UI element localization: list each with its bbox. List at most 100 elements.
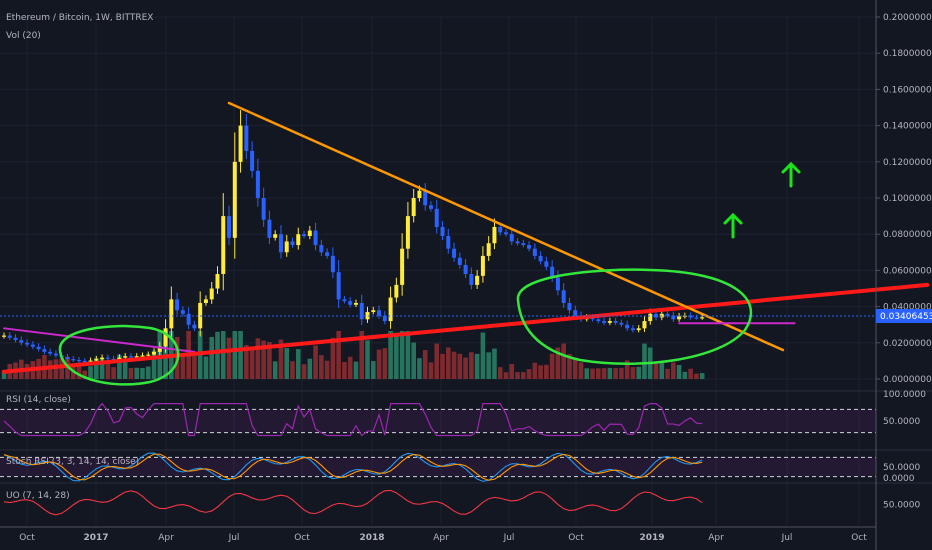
y-tick-label: 0.04000000: [883, 303, 932, 313]
volume-bar: [365, 340, 370, 379]
candle-body: [527, 245, 532, 249]
volume-bar: [399, 331, 405, 379]
stoch-tick-label-low: 0.0000: [883, 474, 915, 484]
candle-body: [561, 290, 566, 303]
candle-body: [567, 302, 572, 311]
volume-bar: [319, 355, 324, 379]
candle-body: [111, 358, 116, 360]
candle-body: [636, 328, 641, 331]
volume-bar: [370, 361, 376, 379]
candle-body: [521, 243, 526, 246]
candle-body: [319, 245, 324, 253]
candle-body: [503, 232, 508, 235]
volume-bar: [394, 332, 399, 379]
volume-bar: [440, 353, 445, 379]
candle-body: [492, 226, 497, 244]
candle-body: [648, 313, 653, 322]
volume-bar: [203, 356, 209, 379]
volume-bar: [232, 331, 238, 379]
highlight-circle-left: [58, 324, 180, 386]
candle-body: [71, 359, 76, 361]
volume-bar: [405, 331, 411, 379]
rsi-label: RSI (14, close): [6, 395, 71, 405]
candle-body: [186, 313, 191, 325]
chart-title: Ethereum / Bitcoin, 1W, BITTREX: [6, 13, 153, 23]
volume-bar: [134, 367, 140, 379]
candle-body: [457, 257, 462, 265]
stoch-d-line: [3, 453, 703, 481]
volume-bar: [47, 360, 53, 379]
candle-body: [423, 190, 428, 206]
stoch-k-line: [3, 452, 703, 482]
candle-body: [238, 125, 243, 162]
volume-bar: [451, 351, 457, 379]
candle-body: [671, 315, 676, 320]
volume-bar: [307, 358, 313, 379]
volume-bar: [653, 362, 659, 379]
volume-bar: [117, 354, 122, 379]
volume-bar: [492, 348, 497, 379]
candle-body: [169, 299, 174, 329]
volume-bar: [590, 368, 595, 379]
volume-bar: [624, 360, 630, 379]
candle-body: [515, 241, 520, 244]
candle-body: [619, 322, 624, 325]
candle-body: [77, 359, 82, 362]
candle-body: [267, 219, 272, 238]
candle-body: [13, 337, 18, 341]
x-tick-label: Jul: [781, 533, 793, 543]
candle-body: [428, 205, 433, 209]
volume-bar: [94, 357, 99, 379]
candle-body: [630, 328, 635, 331]
x-tick-label: Oct: [19, 533, 35, 543]
volume-bar: [347, 356, 353, 379]
y-tick-label: 0.10000000: [883, 194, 932, 204]
volume-bar: [469, 352, 474, 379]
volume-bar: [145, 366, 151, 379]
volume-bar: [99, 359, 105, 379]
rsi-tick-label-mid: 50.0000: [883, 417, 920, 427]
volume-bar: [486, 352, 491, 379]
volume-bar: [521, 372, 526, 379]
volume-bar: [209, 337, 215, 379]
candle-body: [365, 312, 370, 320]
volume-bar: [359, 331, 365, 379]
candle-body: [65, 357, 70, 360]
volume-bar: [434, 343, 440, 379]
volume-bar: [584, 368, 590, 379]
volume-bar: [578, 362, 584, 379]
candle-body: [400, 248, 405, 285]
candle-body: [677, 316, 682, 320]
volume-bar: [526, 369, 532, 379]
volume-bar: [671, 362, 676, 379]
stoch-label: Stoch RSI (3, 3, 14, 14, close): [6, 457, 139, 467]
volume-bar: [613, 368, 618, 379]
rsi-tick-label: 100.0000: [883, 390, 926, 400]
x-tick-label: 2019: [639, 533, 664, 543]
rsi-band: [0, 409, 876, 433]
candle-body: [19, 340, 24, 343]
volume-bar: [422, 350, 428, 379]
volume-bar: [151, 350, 157, 379]
y-tick-label: 0.02000000: [883, 339, 932, 349]
candle-body: [244, 125, 249, 151]
candle-body: [417, 190, 422, 198]
candle-body: [140, 355, 145, 357]
volume-bar: [417, 358, 422, 379]
candle-body: [105, 357, 110, 359]
x-axis: Oct 2017 Apr Jul Oct 2018 Apr Jul Oct 2019 Apr Jul O…: [0, 526, 876, 543]
candle-body: [134, 356, 139, 358]
candle-body: [480, 255, 485, 276]
candle-body: [255, 170, 260, 198]
candle-body: [146, 354, 151, 356]
volume-label: Vol (20): [6, 31, 41, 41]
candle-body: [382, 315, 387, 322]
volume-bar: [474, 353, 480, 379]
candle-body: [302, 234, 307, 237]
candle-body: [555, 277, 560, 291]
candle-body: [250, 150, 255, 171]
price-badge: 0.03406453: [876, 309, 932, 323]
volume-bar: [561, 343, 566, 379]
volume-bar: [699, 373, 705, 379]
candle-body: [475, 275, 480, 285]
